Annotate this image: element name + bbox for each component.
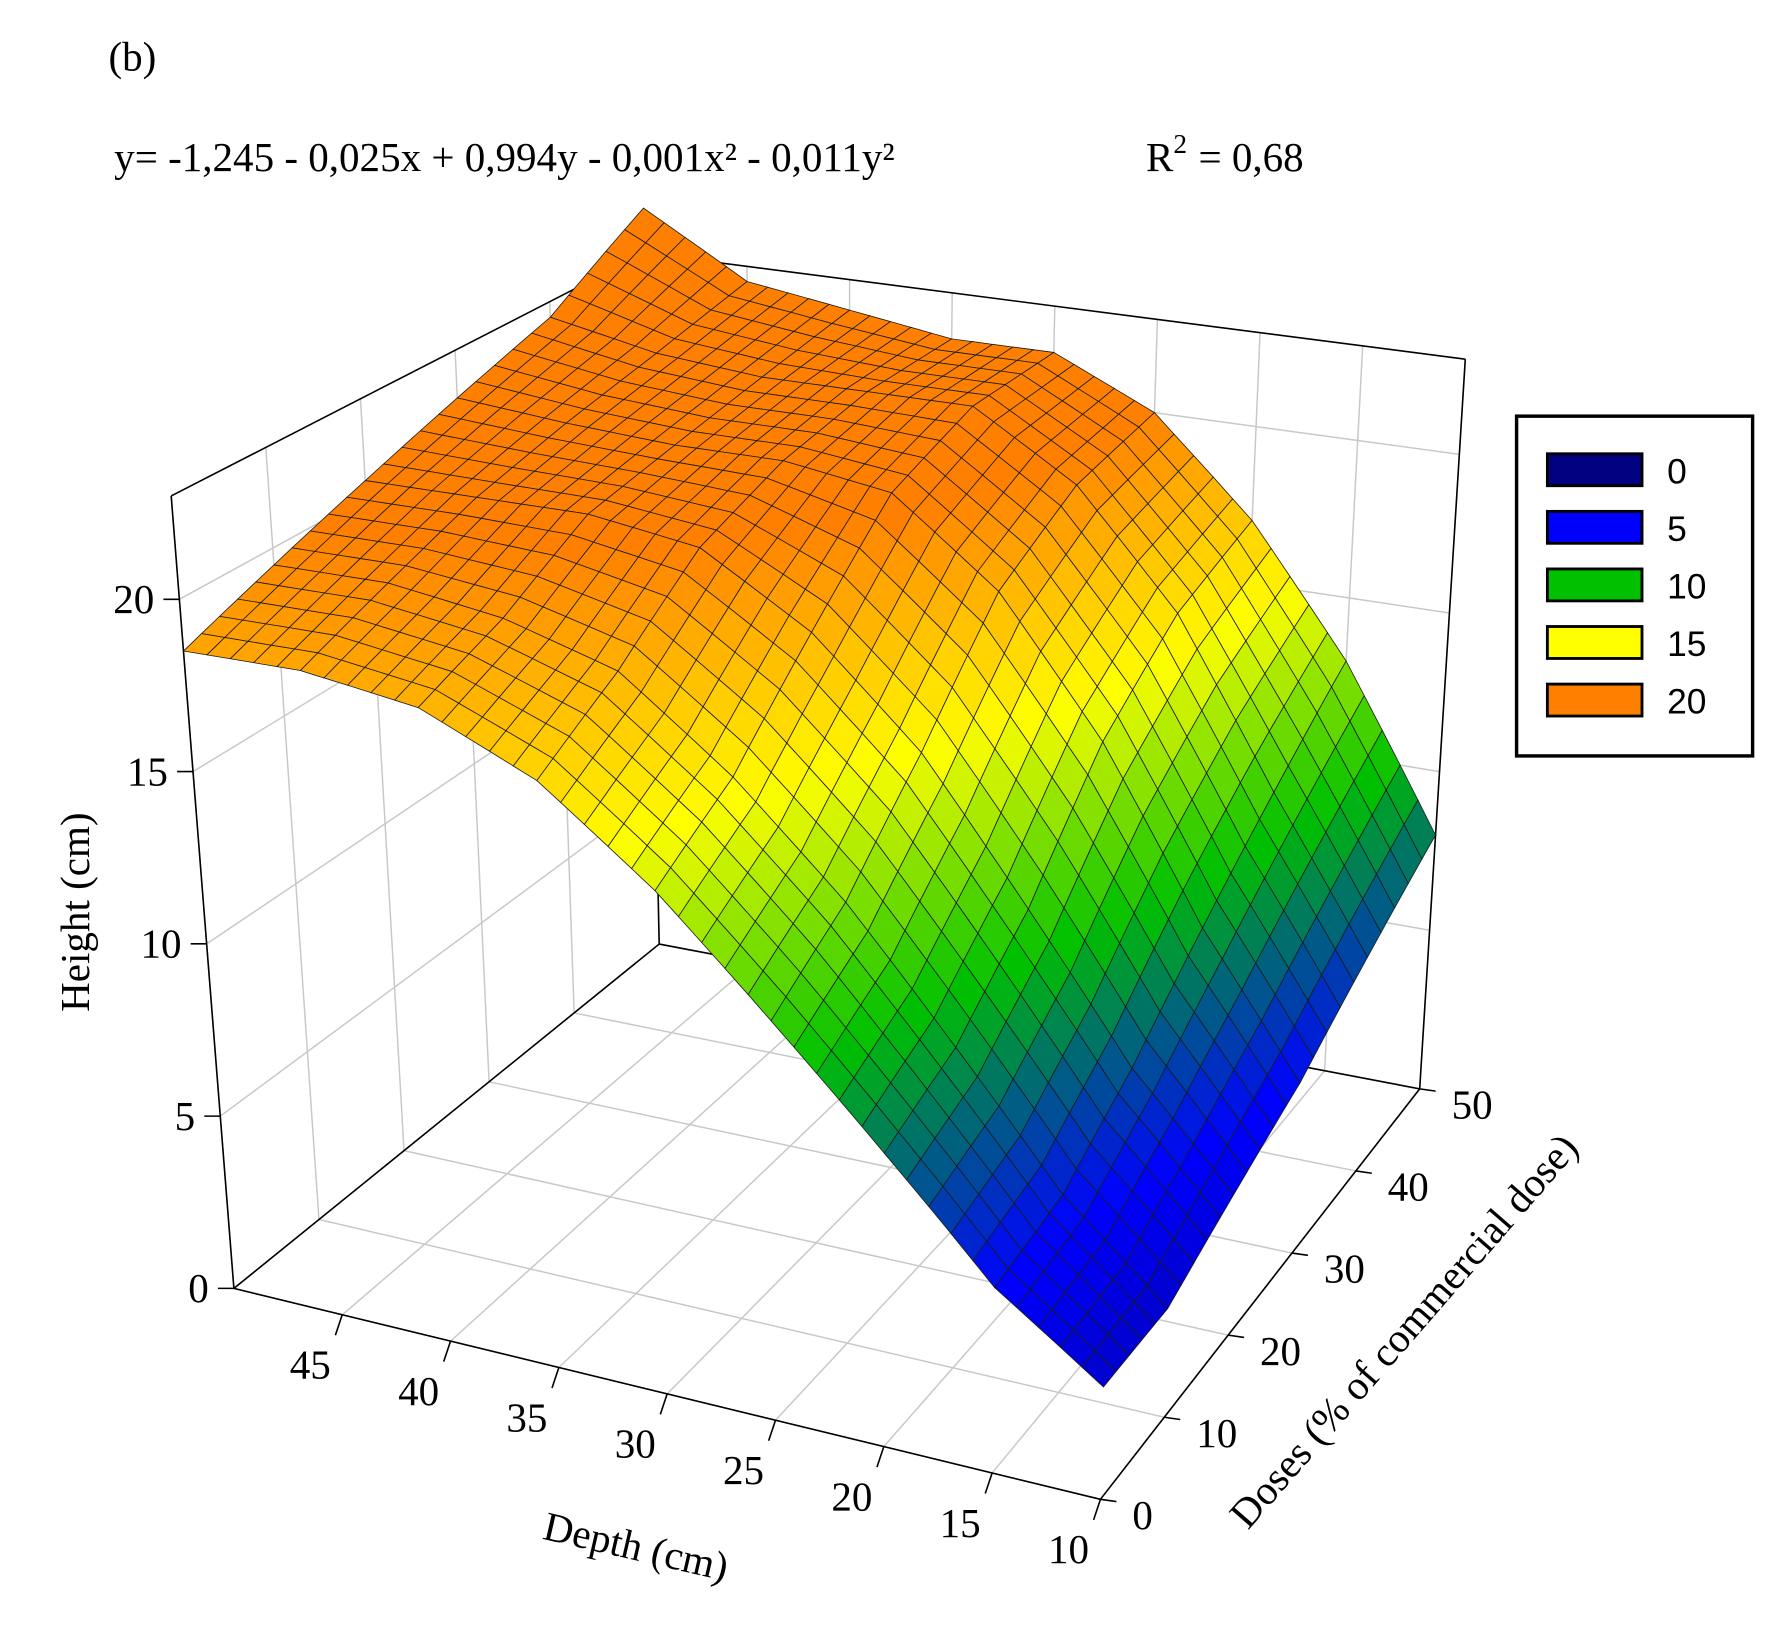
legend-swatch [1545,682,1644,718]
y-tick-label: 10 [1196,1410,1237,1456]
x-tick-label: 15 [940,1500,981,1546]
r2-exponent: 2 [1173,129,1187,159]
x-tick-label: 35 [506,1394,547,1440]
box-edge [170,252,645,497]
y-tick [1355,1170,1372,1175]
legend-swatch [1545,509,1644,545]
y-tick-label: 30 [1324,1246,1365,1292]
surface [182,207,1436,1388]
legend-label: 0 [1667,452,1687,491]
legend-swatch [1545,625,1644,660]
x-axis-title: Depth (cm) [539,1503,733,1590]
box-edge [170,495,235,1289]
legend-swatch [1545,452,1644,488]
y-tick [1291,1252,1309,1257]
y-tick [1419,1088,1436,1092]
y-tick-label: 0 [1132,1492,1153,1538]
y-tick [1164,1416,1181,1421]
z-axis-title: Height (cm) [52,812,98,1011]
z-tick-label: 5 [175,1093,196,1139]
x-tick-label: 30 [615,1421,656,1467]
chart-title: (b) [108,34,156,80]
z-tick-label: 10 [141,921,182,967]
x-tick [876,1446,885,1468]
x-tick-label: 40 [398,1368,439,1414]
y-tick-label: 40 [1388,1164,1429,1210]
surface-cell [1081,1350,1117,1388]
x-tick [1092,1499,1102,1521]
x-tick-label: 20 [831,1473,872,1519]
box-edge [1099,1088,1421,1500]
x-tick [767,1419,777,1441]
x-tick [442,1340,452,1362]
x-tick-label: 45 [290,1342,331,1388]
x-tick-label: 10 [1048,1526,1089,1572]
axes: 0 5 10 15 20 10 15 20 25 30 35 40 45 0 10 20 30 40 50 [113,576,1492,1572]
legend-label: 20 [1667,683,1706,722]
x-tick [551,1367,560,1389]
legend-label: 5 [1667,510,1687,549]
z-tick-label: 0 [188,1265,209,1311]
r2-value: = 0,68 [1199,134,1304,180]
grid-line [318,1218,1165,1418]
x-tick [334,1314,343,1336]
x-tick [984,1472,993,1494]
box-edge [233,943,660,1290]
x-tick-label: 25 [723,1447,764,1493]
legend: 0 5 10 15 20 [1545,452,1706,722]
box-edge [1418,359,1467,1089]
y-tick-label: 20 [1260,1328,1301,1374]
box-edge [644,252,1466,360]
y-tick [1100,1498,1117,1503]
grid-line [219,793,657,1117]
legend-label: 10 [1667,568,1706,607]
r2-label: R [1146,134,1174,180]
legend-label: 15 [1667,625,1706,664]
z-tick-label: 15 [127,748,168,794]
r-squared: R2 = 0,68 [1146,129,1304,180]
y-tick-label: 50 [1452,1082,1493,1128]
z-tick-label: 20 [113,576,154,622]
grid-line [450,979,850,1342]
x-tick [659,1393,668,1415]
grid-line [341,961,755,1316]
legend-swatch [1545,567,1644,603]
equation: y= -1,245 - 0,025x + 0,994y - 0,001x² - … [114,134,895,180]
y-tick [1228,1334,1245,1339]
